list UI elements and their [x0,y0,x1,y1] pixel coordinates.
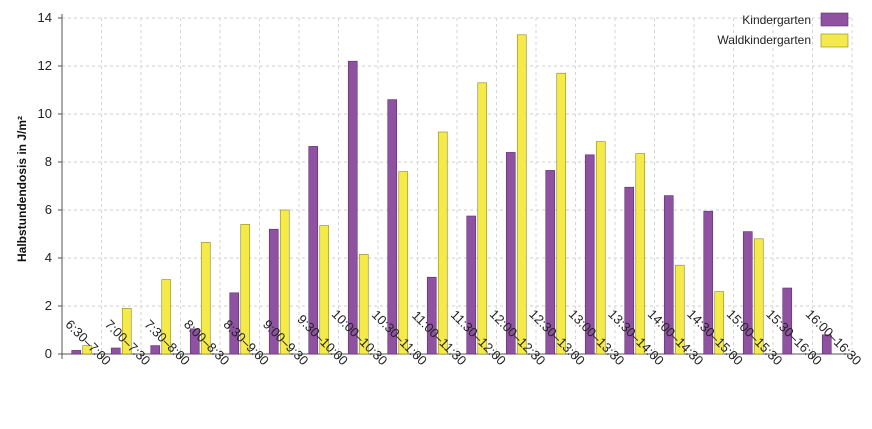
bar-kindergarten [505,152,516,355]
bar-kindergarten [426,276,437,355]
bar-kindergarten [545,170,556,355]
bar-waldkindergarten [674,264,685,355]
bar-kindergarten [466,215,477,355]
bar-waldkindergarten [240,224,251,355]
bar-waldkindergarten [516,34,527,355]
bar-kindergarten [71,350,82,355]
bar-kindergarten [624,186,635,355]
y-tick-label: 10 [38,106,52,121]
bar-waldkindergarten [556,72,567,355]
bar-kindergarten [110,347,121,355]
bars [71,34,832,355]
y-tick-label: 0 [45,346,52,361]
bar-waldkindergarten [121,308,132,355]
bar-kindergarten [347,60,358,355]
bar-kindergarten [308,146,319,355]
bar-kindergarten [584,154,595,355]
legend-swatch-kindergarten [820,12,849,27]
bar-waldkindergarten [753,238,764,355]
bar-waldkindergarten [437,131,448,355]
bar-waldkindergarten [358,254,369,355]
legend-label-waldkindergarten: Waldkindergarten [717,33,811,47]
bar-kindergarten [663,195,674,355]
bar-waldkindergarten [200,242,211,355]
bar-waldkindergarten [595,141,606,355]
bar-kindergarten [703,210,714,355]
bar-waldkindergarten [477,82,488,355]
y-tick-label: 12 [38,58,52,73]
bar-kindergarten [387,99,398,355]
bar-kindergarten [189,328,200,355]
bar-kindergarten [229,292,240,355]
bar-kindergarten [150,345,161,355]
bar-waldkindergarten [279,209,290,355]
y-tick-label: 6 [45,202,52,217]
y-tick-label: 8 [45,154,52,169]
y-tick-label: 4 [45,250,52,265]
bar-waldkindergarten [82,345,93,355]
bar-kindergarten [742,231,753,355]
legend-label-kindergarten: Kindergarten [742,13,811,27]
bar-waldkindergarten [161,279,172,355]
bar-kindergarten [821,334,832,355]
y-tick-label: 2 [45,298,52,313]
bar-waldkindergarten [714,291,725,355]
bar-waldkindergarten [398,171,409,355]
y-tick-label: 14 [38,10,52,25]
legend: Kindergarten Waldkindergarten [717,12,849,48]
legend-swatch-waldkindergarten [820,33,849,48]
bar-kindergarten [782,287,793,355]
y-axis-label: Halbstundendosis in J/m² [15,116,29,262]
grid-lines [62,17,853,354]
bar-waldkindergarten [635,153,646,355]
bar-waldkindergarten [319,225,330,355]
bar-kindergarten [268,228,279,355]
